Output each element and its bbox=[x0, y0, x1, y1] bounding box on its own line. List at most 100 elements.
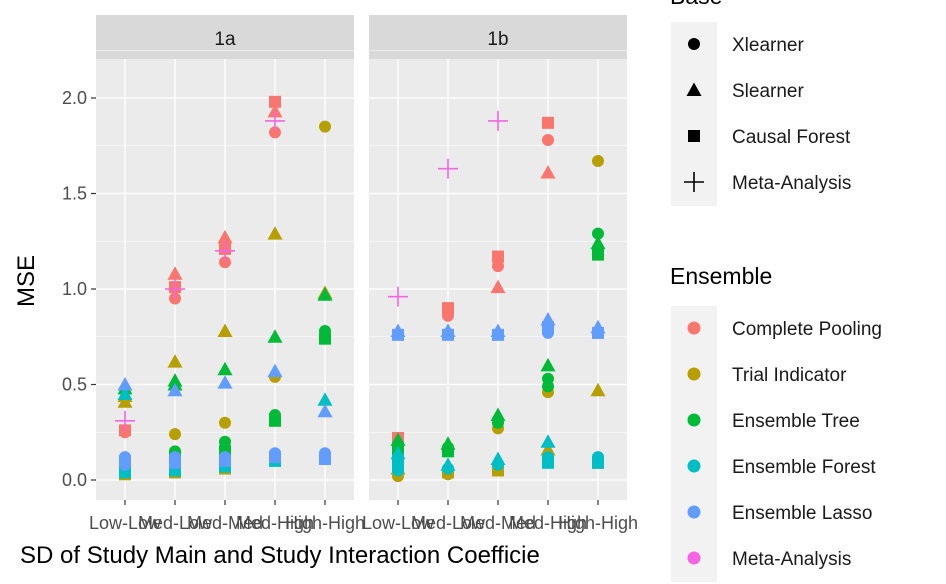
data-point bbox=[217, 323, 233, 338]
data-point bbox=[215, 240, 235, 261]
legend-item-base: Slearner bbox=[671, 68, 804, 114]
y-axis-title: MSE bbox=[13, 255, 40, 307]
data-point bbox=[442, 309, 454, 322]
y-tick-label: 2.0 bbox=[62, 88, 87, 108]
data-point bbox=[542, 116, 554, 129]
data-point bbox=[442, 462, 454, 475]
data-point bbox=[117, 377, 133, 391]
legend-item-base: Meta-Analysis bbox=[671, 160, 851, 206]
data-point bbox=[269, 95, 281, 108]
x-tick-label: Med-Low bbox=[411, 513, 486, 533]
data-point bbox=[442, 328, 454, 341]
data-point bbox=[167, 382, 183, 397]
legend-item-ensemble: Ensemble Tree bbox=[671, 398, 860, 444]
data-point bbox=[492, 250, 504, 263]
data-point bbox=[592, 155, 604, 168]
data-point bbox=[542, 134, 554, 147]
legend-item-ensemble: Complete Pooling bbox=[671, 306, 882, 352]
data-point bbox=[269, 414, 281, 427]
x-tick-label: High-High bbox=[285, 513, 365, 533]
data-point bbox=[490, 279, 506, 294]
data-point bbox=[542, 326, 554, 339]
legend-label: Meta-Analysis bbox=[732, 549, 851, 570]
data-point bbox=[267, 363, 283, 378]
legend-item-ensemble: Trial Indicator bbox=[671, 352, 847, 398]
y-tick-label: 0.0 bbox=[62, 470, 87, 490]
data-point bbox=[442, 445, 454, 458]
x-tick-label: Med-High bbox=[236, 513, 314, 533]
y-axis: 0.0 0.5 1.0 1.5 2.0 bbox=[62, 88, 96, 490]
legend-color-dot bbox=[687, 321, 701, 335]
data-point bbox=[319, 332, 331, 345]
data-point bbox=[590, 382, 606, 397]
x-axis-title: SD of Study Main and Study Interaction C… bbox=[20, 542, 540, 569]
data-point bbox=[540, 164, 556, 179]
data-point bbox=[488, 110, 508, 131]
y-tick-label: 1.0 bbox=[62, 279, 87, 299]
y-tick-label: 1.5 bbox=[62, 184, 87, 204]
legend-label: Slearner bbox=[732, 81, 804, 102]
legend-color-dot bbox=[687, 413, 701, 427]
data-point bbox=[217, 229, 233, 244]
legend-color-dot bbox=[687, 505, 701, 519]
legend-item-base: Causal Forest bbox=[671, 114, 851, 160]
data-point bbox=[317, 287, 333, 301]
facet-strip bbox=[96, 15, 354, 59]
data-point bbox=[117, 386, 133, 401]
legend-symbol-circle bbox=[688, 38, 700, 50]
data-point bbox=[592, 456, 604, 469]
legend: Base Xlearner Slearner Causal Forest Meta-An… bbox=[670, 0, 882, 582]
data-point bbox=[540, 434, 556, 448]
data-point bbox=[317, 392, 333, 406]
x-tick-label: High-High bbox=[558, 513, 638, 533]
data-point bbox=[592, 227, 604, 240]
data-point bbox=[392, 464, 404, 477]
facet-panels: 1aLow-LowMed-LowMed-MedMed-HighHigh-High… bbox=[89, 15, 638, 533]
data-point bbox=[492, 458, 504, 471]
x-tick-label: Low-Low bbox=[89, 513, 162, 533]
legend-color-dot bbox=[687, 551, 701, 565]
data-point bbox=[492, 328, 504, 341]
data-point bbox=[267, 103, 283, 118]
data-point bbox=[319, 120, 331, 133]
legend-item-ensemble: Ensemble Lasso bbox=[671, 490, 872, 536]
legend-label: Ensemble Forest bbox=[732, 457, 876, 478]
data-point bbox=[492, 416, 504, 429]
data-point bbox=[492, 260, 504, 273]
legend-item-ensemble: Meta-Analysis bbox=[671, 536, 851, 582]
data-point bbox=[265, 110, 285, 131]
data-point bbox=[542, 380, 554, 393]
data-point bbox=[490, 407, 506, 422]
facet-strip bbox=[369, 15, 627, 59]
y-tick-label: 0.5 bbox=[62, 375, 87, 395]
x-tick-label: Med-Med bbox=[187, 513, 263, 533]
legend-label: Xlearner bbox=[732, 35, 804, 56]
legend-title-base: Base bbox=[670, 0, 722, 9]
legend-item-ensemble: Ensemble Forest bbox=[671, 444, 876, 490]
x-tick-label: Med-Low bbox=[138, 513, 213, 533]
data-point bbox=[169, 456, 181, 469]
legend-item-base: Xlearner bbox=[671, 22, 804, 68]
data-point bbox=[219, 416, 231, 429]
data-point bbox=[169, 428, 181, 441]
data-point bbox=[267, 329, 283, 343]
data-point bbox=[592, 326, 604, 339]
legend-label: Ensemble Tree bbox=[732, 411, 860, 432]
legend-label: Complete Pooling bbox=[732, 319, 882, 340]
data-point bbox=[119, 454, 131, 467]
data-point bbox=[319, 452, 331, 465]
data-point bbox=[590, 235, 606, 250]
legend-label: Causal Forest bbox=[732, 127, 851, 148]
data-point bbox=[165, 279, 185, 299]
data-point bbox=[217, 361, 233, 376]
data-point bbox=[269, 451, 281, 464]
x-tick-label: Low-Low bbox=[362, 513, 435, 533]
data-point bbox=[592, 248, 604, 261]
data-point bbox=[540, 441, 556, 456]
x-tick-label: Med-Med bbox=[460, 513, 536, 533]
legend-title-ensemble: Ensemble bbox=[670, 263, 772, 289]
data-point bbox=[388, 286, 408, 307]
